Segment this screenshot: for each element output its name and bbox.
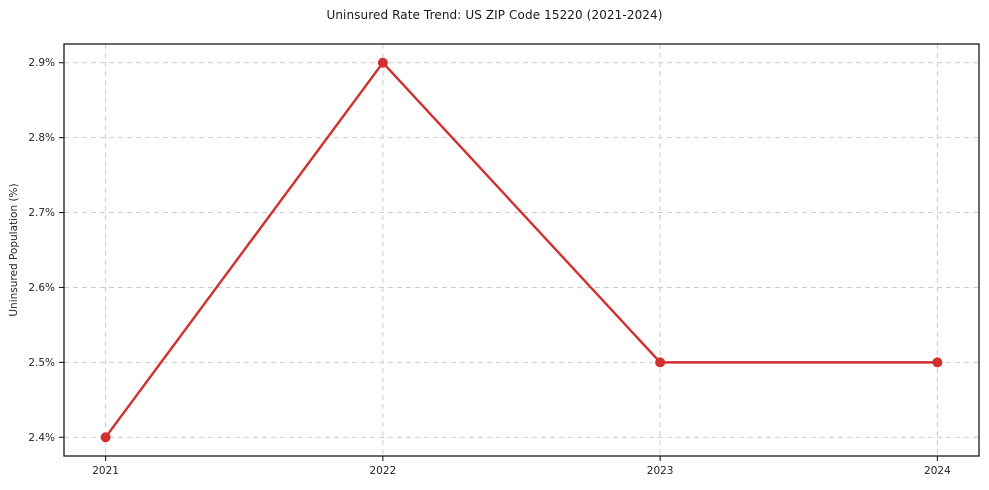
- data-point-marker: [932, 357, 943, 368]
- data-point-marker: [655, 357, 666, 368]
- y-tick-label: 2.5%: [28, 357, 55, 369]
- plot-border: [63, 43, 980, 457]
- x-tick-label: 2022: [369, 465, 396, 477]
- y-tick-label: 2.9%: [28, 57, 55, 69]
- data-point-marker: [100, 432, 111, 443]
- x-tick-label: 2023: [647, 465, 674, 477]
- y-tick-label: 2.7%: [28, 207, 55, 219]
- x-tick-label: 2021: [92, 465, 119, 477]
- y-tick-label: 2.6%: [28, 282, 55, 294]
- chart-title: Uninsured Rate Trend: US ZIP Code 15220 …: [326, 8, 663, 22]
- y-tick-label: 2.4%: [28, 432, 55, 444]
- data-point-marker: [377, 57, 388, 68]
- y-axis-label: Uninsured Population (%): [8, 183, 20, 317]
- x-tick-label: 2024: [924, 465, 951, 477]
- y-tick-label: 2.8%: [28, 132, 55, 144]
- data-line: [104, 61, 939, 439]
